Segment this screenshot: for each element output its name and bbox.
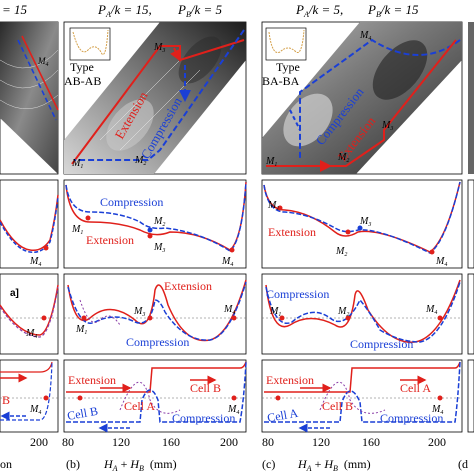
row3-panel-c: Compression Compression M1 M2 M4	[261, 273, 463, 355]
svg-text:M4: M4	[359, 30, 371, 42]
svg-text:B: B	[2, 393, 10, 407]
row3-panel-b: Extension Compression M1 M3 M4	[63, 273, 247, 355]
svg-text:M4: M4	[425, 304, 437, 316]
row2-extension-c: Extension	[268, 225, 316, 239]
svg-text:M3: M3	[359, 216, 371, 228]
row4-extension-b: Extension	[68, 373, 116, 387]
svg-text:M1: M1	[269, 306, 281, 318]
svg-text:M4: M4	[29, 256, 41, 268]
svg-text:200: 200	[30, 435, 48, 449]
svg-text:M4: M4	[37, 56, 49, 68]
svg-text:M4: M4	[435, 256, 447, 268]
xaxis-panel-c: 80 120 160 200 (c) HA + HB (mm)	[262, 435, 446, 473]
row3-compression2-c: Compression	[350, 337, 413, 351]
type-value-c: BA-BA	[262, 74, 300, 88]
svg-text:PB/k = 5: PB/k = 5	[177, 2, 222, 19]
row3-panel-a: a] M4	[0, 273, 59, 355]
svg-text:M2: M2	[134, 155, 146, 167]
row4-cella-b: Cell A	[124, 399, 155, 413]
row4-compression-b: Compression	[172, 411, 235, 425]
svg-text:160: 160	[362, 435, 380, 449]
header-col-c: PA/k = 5, PB/k = 15	[295, 2, 419, 19]
row4-cellb2-b: Cell B	[66, 404, 99, 423]
panel-letter-d: (d	[458, 457, 468, 471]
xaxis-panel-a: 200 on	[0, 435, 48, 471]
svg-text:80: 80	[262, 435, 274, 449]
svg-text:M2: M2	[337, 306, 349, 318]
svg-text:M4: M4	[25, 328, 37, 340]
svg-text:M4: M4	[431, 404, 443, 416]
svg-text:M4: M4	[29, 404, 41, 416]
row2-panel-c: Extension M1 M2 M3 M4	[261, 179, 463, 269]
row3-compression-c: Compression	[266, 287, 329, 301]
svg-text:a]: a]	[10, 288, 19, 299]
inset-potential-c	[265, 27, 307, 61]
row4-panel-a: B M4	[0, 359, 59, 433]
svg-text:M3: M3	[381, 120, 393, 132]
svg-text:80: 80	[62, 435, 74, 449]
type-label-b: Type	[70, 60, 94, 74]
row3-compression-b: Compression	[126, 335, 189, 349]
svg-text:M1: M1	[75, 324, 87, 336]
type-value-b: AB-AB	[64, 74, 101, 88]
svg-text:120: 120	[312, 435, 330, 449]
contour-panel-d-edge	[468, 22, 474, 174]
row2-panel-a: M4	[0, 179, 59, 269]
panel-letter-c: (c)	[262, 457, 275, 471]
row4-cellb-c: Cell B	[322, 399, 353, 413]
contour-panel-b: Type AB-AB Extension Compression M3 M1 M…	[63, 21, 247, 175]
row3-extension-b: Extension	[164, 279, 212, 293]
svg-text:M1: M1	[71, 224, 83, 236]
row4-compression-c: Compression	[380, 411, 443, 425]
svg-text:HA + HB(mm): HA + HB (mm)	[297, 457, 371, 473]
svg-text:200: 200	[220, 435, 238, 449]
svg-text:on: on	[0, 457, 12, 471]
header-col-b: PA/k = 15, PB/k = 5	[97, 2, 222, 19]
row4-cella2-c: Cell A	[266, 406, 299, 425]
svg-text:M1: M1	[265, 156, 277, 168]
row4-cellb-b: Cell B	[190, 381, 221, 395]
svg-text:M2: M2	[337, 152, 349, 164]
svg-text:M1: M1	[267, 200, 279, 212]
svg-text:M1: M1	[71, 158, 83, 170]
header-col-a: = 15	[2, 2, 28, 17]
row4-panel-b: Extension Cell B Cell A Cell B Compressi…	[63, 359, 247, 433]
svg-text:M2: M2	[335, 246, 347, 258]
svg-text:M4: M4	[227, 404, 239, 416]
svg-text:M3: M3	[153, 42, 165, 54]
type-label-c: Type	[276, 60, 300, 74]
svg-text:M3: M3	[153, 242, 165, 254]
svg-text:PA/k = 15,: PA/k = 15,	[97, 2, 152, 19]
panel-letter-b: (b)	[66, 457, 80, 471]
svg-text:160: 160	[162, 435, 180, 449]
svg-text:200: 200	[428, 435, 446, 449]
row4-extension-c: Extension	[266, 373, 314, 387]
inset-potential-b	[69, 27, 111, 61]
row2-compression-b: Compression	[100, 195, 163, 209]
svg-text:M2: M2	[153, 216, 165, 228]
row4-panel-d-edge	[467, 359, 474, 433]
row3-panel-d-edge	[467, 273, 474, 355]
row4-cella-c: Cell A	[400, 381, 431, 395]
svg-text:PB/k = 15: PB/k = 15	[367, 2, 419, 19]
svg-text:M3: M3	[133, 306, 145, 318]
xaxis-panel-b: 80 120 160 200 (b) HA + HB (mm)	[62, 435, 238, 473]
row2-panel-d-edge	[467, 179, 474, 269]
svg-text:PA/k = 5,: PA/k = 5,	[295, 2, 343, 19]
row2-extension-b: Extension	[86, 233, 134, 247]
svg-text:M4: M4	[223, 304, 235, 316]
svg-text:M4: M4	[221, 256, 233, 268]
row4-panel-c: Extension Cell A Cell B Cell A Compressi…	[261, 359, 463, 433]
row2-panel-b: Compression Extension M1 M2 M3 M4	[63, 179, 247, 269]
contour-panel-c: Type BA-BA Extension Compression M4 M1 M…	[261, 21, 463, 175]
svg-text:120: 120	[112, 435, 130, 449]
svg-text:HA + HB(mm): HA + HB (mm)	[103, 457, 177, 473]
contour-panel-a: M4	[0, 21, 59, 175]
